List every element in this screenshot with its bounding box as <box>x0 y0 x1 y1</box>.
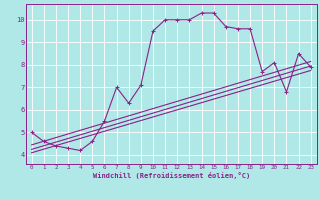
X-axis label: Windchill (Refroidissement éolien,°C): Windchill (Refroidissement éolien,°C) <box>92 172 250 179</box>
